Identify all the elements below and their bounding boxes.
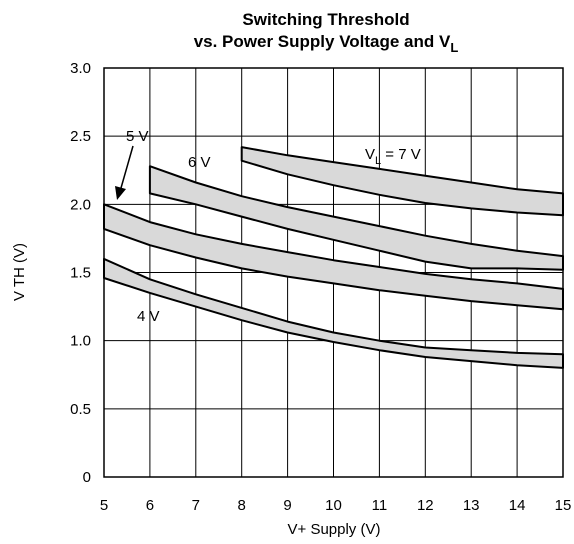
y-axis-label: V TH (V) xyxy=(11,243,28,301)
x-tick-label-6: 11 xyxy=(372,497,388,514)
y-tick-label-0: 0 xyxy=(83,469,91,486)
x-tick-label-4: 9 xyxy=(283,497,291,514)
x-tick-label-2: 7 xyxy=(192,497,200,514)
y-tick-label-6: 3.0 xyxy=(70,60,91,77)
label-7v-prefix: V xyxy=(365,146,375,163)
x-tick-label-3: 8 xyxy=(238,497,246,514)
chart-title-line1: Switching Threshold xyxy=(242,10,409,29)
y-tick-label-5: 2.5 xyxy=(70,128,91,145)
y-tick-label-3: 1.5 xyxy=(70,265,91,282)
x-tick-label-9: 14 xyxy=(509,497,526,514)
plot-frame xyxy=(103,67,564,478)
x-axis-label: V+ Supply (V) xyxy=(288,521,381,538)
label-6v: 6 V xyxy=(188,154,211,171)
chart-title-line2-prefix: vs. Power Supply Voltage and V xyxy=(194,32,451,51)
arrow-5v-line xyxy=(120,145,134,189)
x-tick-label-8: 13 xyxy=(463,497,480,514)
label-4v: 4 V xyxy=(137,308,160,325)
x-tick-label-7: 12 xyxy=(417,497,434,514)
y-tick-label-2: 1.0 xyxy=(70,333,91,350)
label-7v-suffix: = 7 V xyxy=(381,146,421,163)
chart-title-line2-sub: L xyxy=(450,40,458,55)
x-tick-label-1: 6 xyxy=(146,497,154,514)
label-7v-sub: L xyxy=(375,155,381,167)
plot-border xyxy=(103,67,564,478)
x-tick-label-0: 5 xyxy=(100,497,108,514)
tick-labels: 5 6 7 8 9 10 11 12 13 14 15 0 0.5 1.0 1.5 2.0 2.5 3.0 xyxy=(70,60,571,514)
y-tick-label-4: 2.0 xyxy=(70,196,91,213)
arrow-5v-head xyxy=(115,186,126,200)
label-7v: VL = 7 V xyxy=(365,146,421,167)
x-tick-label-5: 10 xyxy=(325,497,342,514)
chart-title-line2: vs. Power Supply Voltage and VL xyxy=(194,32,459,55)
label-5v: 5 V xyxy=(126,128,149,145)
x-tick-label-10: 15 xyxy=(555,497,572,514)
y-tick-label-1: 0.5 xyxy=(70,401,91,418)
